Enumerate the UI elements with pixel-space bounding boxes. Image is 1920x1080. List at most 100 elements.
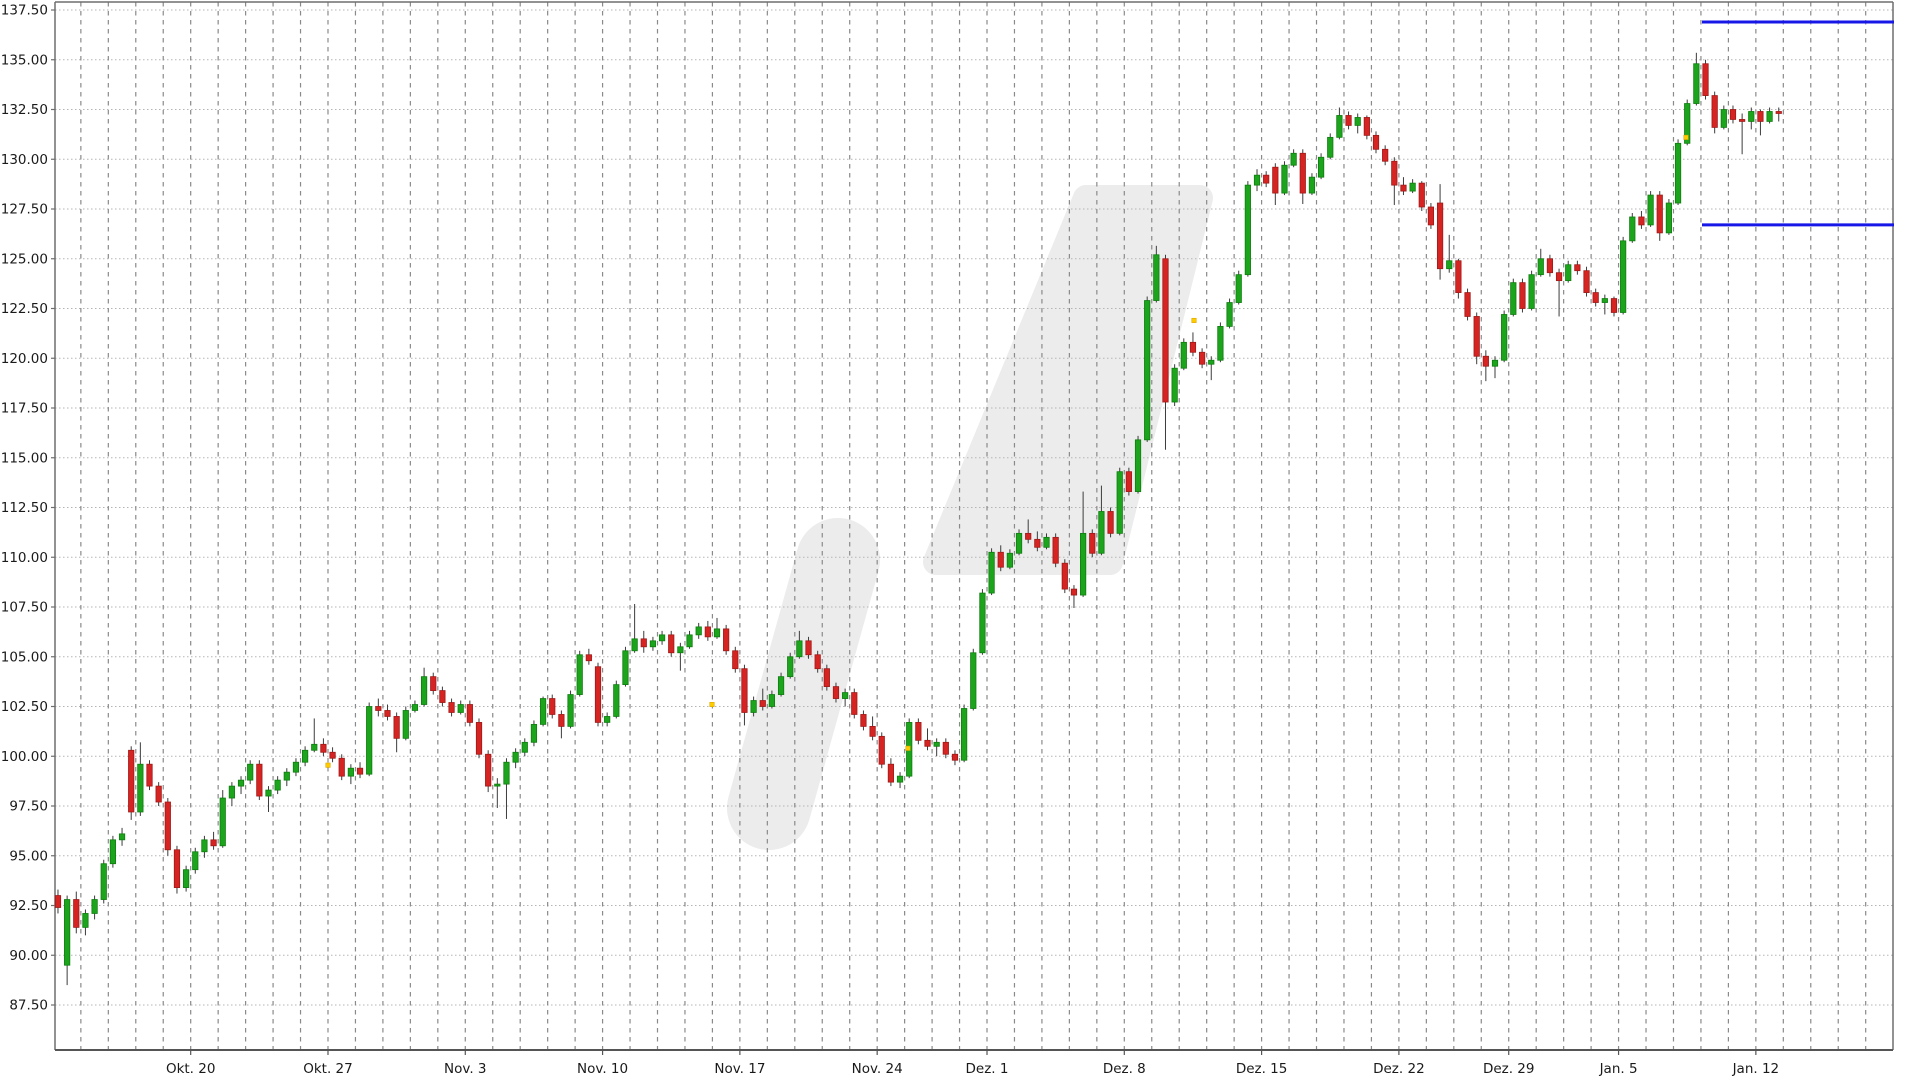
candle[interactable]: [777, 676, 785, 695]
candle[interactable]: [521, 741, 528, 753]
candle[interactable]: [649, 640, 657, 648]
candle[interactable]: [82, 913, 89, 928]
candle[interactable]: [942, 741, 949, 755]
candle[interactable]: [1565, 264, 1572, 282]
candle[interactable]: [1299, 152, 1306, 194]
candle[interactable]: [1308, 176, 1316, 194]
candle[interactable]: [375, 706, 382, 711]
candle[interactable]: [420, 676, 428, 705]
candle[interactable]: [1372, 134, 1380, 150]
candle[interactable]: [576, 654, 583, 695]
candle[interactable]: [347, 767, 354, 777]
candle[interactable]: [1464, 292, 1471, 317]
candle[interactable]: [118, 833, 126, 841]
candle[interactable]: [54, 895, 62, 908]
candle[interactable]: [466, 704, 473, 723]
candle[interactable]: [1015, 532, 1023, 554]
candle[interactable]: [1629, 216, 1636, 242]
candle[interactable]: [1501, 314, 1508, 361]
candle[interactable]: [530, 724, 538, 743]
candle[interactable]: [604, 716, 611, 723]
candle[interactable]: [549, 698, 556, 715]
candle[interactable]: [997, 551, 1004, 568]
candle[interactable]: [539, 698, 547, 725]
candle[interactable]: [283, 771, 290, 781]
candle[interactable]: [439, 690, 446, 703]
candle[interactable]: [1180, 341, 1187, 369]
candle[interactable]: [1684, 103, 1691, 144]
candle[interactable]: [1171, 367, 1178, 403]
candle[interactable]: [219, 797, 226, 847]
candle[interactable]: [247, 763, 254, 781]
candle[interactable]: [338, 757, 345, 777]
candle[interactable]: [146, 763, 153, 787]
candle[interactable]: [1107, 511, 1114, 534]
candle[interactable]: [192, 851, 199, 871]
candle[interactable]: [1281, 164, 1288, 194]
candle[interactable]: [677, 646, 684, 654]
candle[interactable]: [1134, 439, 1142, 492]
candle[interactable]: [750, 700, 757, 713]
candle[interactable]: [448, 702, 455, 713]
candle[interactable]: [1363, 117, 1370, 136]
candle[interactable]: [796, 640, 803, 658]
candle[interactable]: [1327, 136, 1334, 158]
candle[interactable]: [1025, 532, 1032, 540]
candle[interactable]: [558, 714, 565, 727]
candle[interactable]: [1418, 182, 1425, 208]
candle[interactable]: [1043, 536, 1050, 548]
candle[interactable]: [622, 650, 629, 686]
candle[interactable]: [173, 849, 181, 888]
candle[interactable]: [640, 638, 647, 648]
candle[interactable]: [851, 692, 858, 715]
candle[interactable]: [475, 722, 483, 755]
candle[interactable]: [1720, 109, 1727, 128]
candle[interactable]: [228, 785, 235, 799]
candle[interactable]: [1244, 184, 1251, 276]
candle[interactable]: [1739, 119, 1746, 122]
candle[interactable]: [1345, 115, 1352, 126]
candle[interactable]: [988, 551, 995, 594]
candle[interactable]: [970, 652, 977, 709]
candle[interactable]: [411, 704, 419, 711]
candle[interactable]: [896, 775, 904, 783]
candle[interactable]: [1748, 111, 1755, 122]
candle[interactable]: [1665, 202, 1673, 234]
candle[interactable]: [1125, 471, 1132, 492]
candle[interactable]: [823, 668, 830, 688]
candle[interactable]: [1446, 260, 1453, 270]
candle[interactable]: [210, 839, 217, 847]
candle[interactable]: [1070, 588, 1078, 596]
candle[interactable]: [109, 839, 116, 865]
candle[interactable]: [237, 779, 245, 787]
candle[interactable]: [1482, 355, 1489, 367]
candle[interactable]: [1089, 532, 1096, 554]
candle[interactable]: [430, 676, 437, 691]
candle[interactable]: [494, 783, 501, 787]
candle[interactable]: [1555, 272, 1563, 282]
candle[interactable]: [860, 714, 867, 727]
candle[interactable]: [1601, 298, 1608, 303]
candle[interactable]: [832, 686, 840, 699]
candle[interactable]: [805, 640, 812, 656]
candles-group[interactable]: [54, 52, 1782, 986]
candle[interactable]: [1391, 160, 1398, 186]
candle[interactable]: [1336, 115, 1343, 138]
candle[interactable]: [1052, 536, 1059, 564]
candle[interactable]: [366, 706, 373, 775]
candle[interactable]: [915, 722, 922, 741]
candle[interactable]: [302, 749, 309, 763]
candle[interactable]: [1098, 511, 1105, 554]
candle[interactable]: [1263, 174, 1270, 184]
candle[interactable]: [1080, 532, 1087, 596]
candle[interactable]: [64, 899, 71, 966]
candle[interactable]: [759, 700, 766, 707]
candle[interactable]: [1656, 194, 1663, 234]
candle[interactable]: [1382, 148, 1389, 162]
candle[interactable]: [1253, 174, 1261, 186]
candle[interactable]: [274, 779, 281, 791]
candle[interactable]: [1546, 258, 1554, 274]
candle[interactable]: [1189, 341, 1197, 353]
candle[interactable]: [887, 763, 894, 783]
